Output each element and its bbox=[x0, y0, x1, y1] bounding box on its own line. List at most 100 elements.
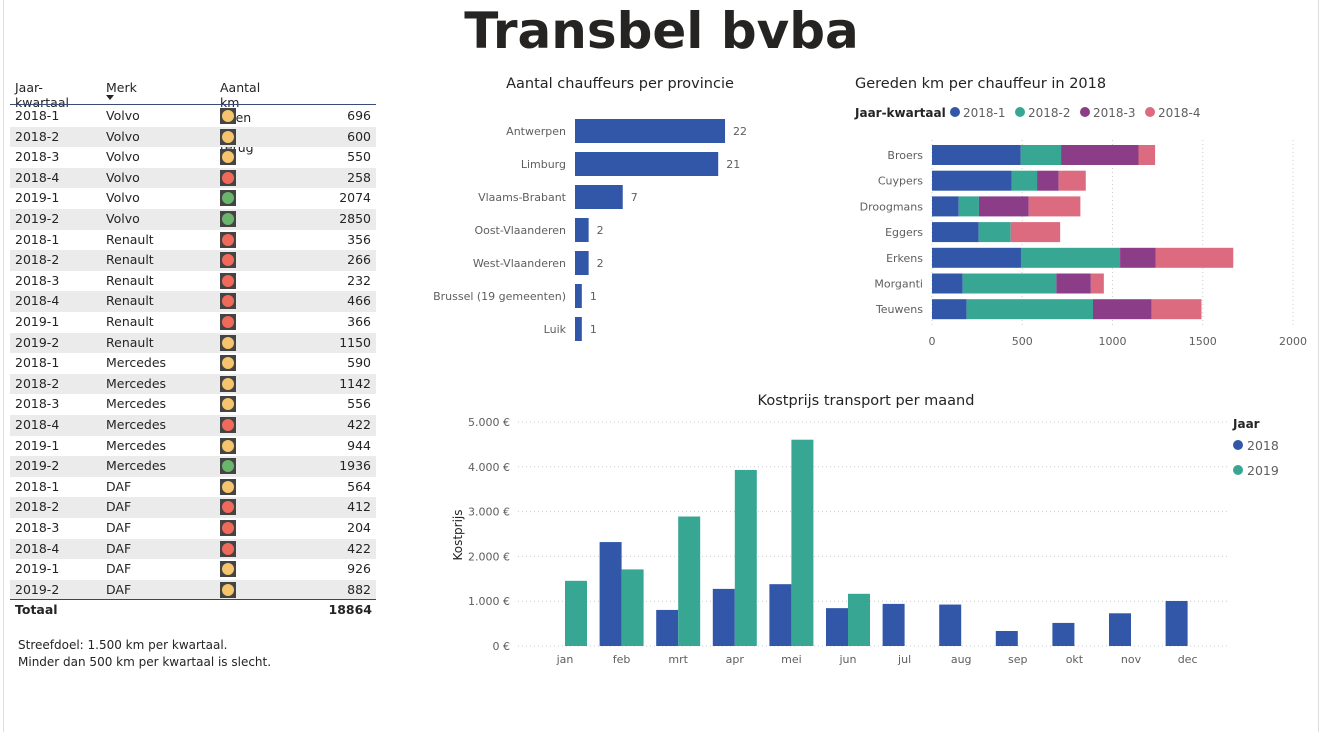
x-tick-label: aug bbox=[951, 653, 972, 666]
cell-jaar-kwartaal: 2018-4 bbox=[15, 169, 60, 185]
cell-jaar-kwartaal: 2018-3 bbox=[15, 272, 60, 288]
bar-segment-droogmans-2018-3 bbox=[978, 196, 1029, 217]
bar-nov-2018 bbox=[1109, 613, 1131, 646]
cell-km: 258 bbox=[347, 169, 371, 185]
bar-segment-morganti-2018-3 bbox=[1056, 273, 1091, 294]
table-row[interactable]: 2019-2 Volvo 2850 bbox=[10, 209, 376, 230]
cell-km: 590 bbox=[347, 355, 371, 371]
chart-title-provincie: Aantal chauffeurs per provincie bbox=[506, 76, 734, 92]
table-row[interactable]: 2019-1 Mercedes 944 bbox=[10, 436, 376, 457]
x-tick-label: 0 bbox=[929, 335, 936, 348]
traffic-light-yellow-icon bbox=[220, 437, 236, 454]
legend-title: Jaar bbox=[1232, 417, 1260, 431]
table-row[interactable]: 2019-1 Renault 366 bbox=[10, 312, 376, 333]
data-label: 7 bbox=[631, 191, 638, 204]
bar-segment-eggers-2018-1 bbox=[932, 222, 979, 243]
bar-segment-droogmans-2018-1 bbox=[932, 196, 959, 217]
table-row[interactable]: 2018-2 Volvo 600 bbox=[10, 126, 376, 148]
legend-marker-icon bbox=[1233, 465, 1243, 475]
table-row[interactable]: 2019-1 DAF 926 bbox=[10, 559, 376, 580]
bar-oost-vlaanderen bbox=[575, 218, 589, 242]
traffic-light-green-icon bbox=[220, 211, 236, 227]
cell-jaar-kwartaal: 2018-3 bbox=[15, 520, 60, 535]
y-tick-label: Teuwens bbox=[875, 303, 923, 316]
y-tick-label: 4.000 € bbox=[468, 461, 510, 474]
cell-jaar-kwartaal: 2019-1 bbox=[15, 561, 60, 577]
cell-km: 564 bbox=[347, 478, 371, 494]
table-row[interactable]: 2018-1 Renault 356 bbox=[10, 230, 376, 251]
cell-jaar-kwartaal: 2018-1 bbox=[15, 108, 60, 123]
table-row[interactable]: 2018-3 DAF 204 bbox=[10, 518, 376, 539]
bar-feb-2019 bbox=[621, 569, 644, 646]
bar-vlaams-brabant bbox=[575, 185, 623, 209]
table-row[interactable]: 2018-3 Renault 232 bbox=[10, 271, 376, 292]
cell-km: 266 bbox=[347, 252, 371, 268]
legend-marker-icon bbox=[950, 107, 960, 117]
sort-desc-icon bbox=[106, 95, 114, 100]
data-label: 1 bbox=[590, 290, 597, 303]
col-header-merk[interactable]: Merk bbox=[106, 80, 137, 95]
y-tick-label: 3.000 € bbox=[468, 506, 510, 519]
cell-merk: Renault bbox=[106, 293, 154, 309]
legend-item: 2018-4 bbox=[1158, 106, 1201, 120]
y-tick-label: Eggers bbox=[885, 226, 923, 239]
data-label: 22 bbox=[733, 125, 747, 138]
table-row[interactable]: 2018-2 DAF 412 bbox=[10, 497, 376, 518]
x-tick-label: nov bbox=[1121, 653, 1142, 666]
y-tick-label: Brussel (19 gemeenten) bbox=[433, 290, 566, 303]
cell-km: 204 bbox=[347, 520, 371, 535]
bar-segment-teuwens-2018-4 bbox=[1151, 299, 1202, 320]
bar-segment-eggers-2018-4 bbox=[1010, 222, 1061, 243]
frame-border-left bbox=[3, 0, 4, 732]
bar-segment-cuypers-2018-2 bbox=[1011, 170, 1038, 191]
bar-segment-droogmans-2018-2 bbox=[958, 196, 979, 217]
traffic-light-red-icon bbox=[220, 272, 236, 289]
bar-mei-2018 bbox=[769, 584, 792, 646]
cell-merk: Volvo bbox=[106, 128, 140, 144]
x-tick-label: 2000 bbox=[1279, 335, 1307, 348]
table-row[interactable]: 2018-4 Mercedes 422 bbox=[10, 415, 376, 436]
traffic-light-red-icon bbox=[220, 252, 236, 269]
y-tick-label: Morganti bbox=[874, 278, 923, 291]
x-tick-label: 1500 bbox=[1189, 335, 1217, 348]
bar-segment-morganti-2018-4 bbox=[1090, 273, 1104, 294]
cell-jaar-kwartaal: 2019-1 bbox=[15, 190, 60, 206]
cell-merk: DAF bbox=[106, 520, 132, 535]
cell-jaar-kwartaal: 2019-2 bbox=[15, 581, 60, 597]
table-row[interactable]: 2019-2 Mercedes 1936 bbox=[10, 456, 376, 477]
bar-west-vlaanderen bbox=[575, 251, 589, 275]
table-row[interactable]: 2018-4 DAF 422 bbox=[10, 538, 376, 560]
y-tick-label: 5.000 € bbox=[468, 416, 510, 429]
cell-km: 366 bbox=[347, 314, 371, 329]
table-row[interactable]: 2018-1 Volvo 696 bbox=[10, 106, 376, 127]
cell-jaar-kwartaal: 2019-2 bbox=[15, 211, 60, 226]
table-row[interactable]: 2018-2 Mercedes 1142 bbox=[10, 373, 376, 395]
table-row[interactable]: 2018-3 Mercedes 556 bbox=[10, 394, 376, 415]
table-row[interactable]: 2018-4 Renault 466 bbox=[10, 291, 376, 312]
table-row[interactable]: 2019-2 DAF 882 bbox=[10, 579, 376, 601]
cell-merk: Volvo bbox=[106, 149, 140, 165]
y-tick-label: 2.000 € bbox=[468, 550, 510, 563]
table-row[interactable]: 2018-3 Volvo 550 bbox=[10, 147, 376, 168]
traffic-light-yellow-icon bbox=[220, 355, 236, 372]
col-header-jaar-kwartaal[interactable]: Jaar-kwartaal bbox=[15, 80, 69, 110]
cell-merk: Renault bbox=[106, 314, 154, 329]
x-tick-label: jul bbox=[897, 653, 911, 666]
cell-km: 2850 bbox=[339, 211, 371, 226]
table-row[interactable]: 2018-4 Volvo 258 bbox=[10, 167, 376, 189]
bar-brussel-gemeenten- bbox=[575, 284, 582, 308]
cell-jaar-kwartaal: 2018-4 bbox=[15, 293, 60, 309]
table-row[interactable]: 2018-1 DAF 564 bbox=[10, 477, 376, 498]
cell-km: 412 bbox=[347, 499, 371, 515]
traffic-light-red-icon bbox=[220, 231, 236, 248]
x-tick-label: feb bbox=[613, 653, 631, 666]
table-row[interactable]: 2018-2 Renault 266 bbox=[10, 250, 376, 271]
table-row[interactable]: 2018-1 Mercedes 590 bbox=[10, 353, 376, 374]
legend-marker-icon bbox=[1145, 107, 1155, 117]
y-tick-label: West-Vlaanderen bbox=[473, 257, 566, 270]
table-row[interactable]: 2019-2 Renault 1150 bbox=[10, 332, 376, 354]
cell-merk: Renault bbox=[106, 252, 154, 268]
y-tick-label: Limburg bbox=[521, 158, 566, 171]
table-row[interactable]: 2019-1 Volvo 2074 bbox=[10, 188, 376, 209]
x-tick-label: jan bbox=[556, 653, 574, 666]
